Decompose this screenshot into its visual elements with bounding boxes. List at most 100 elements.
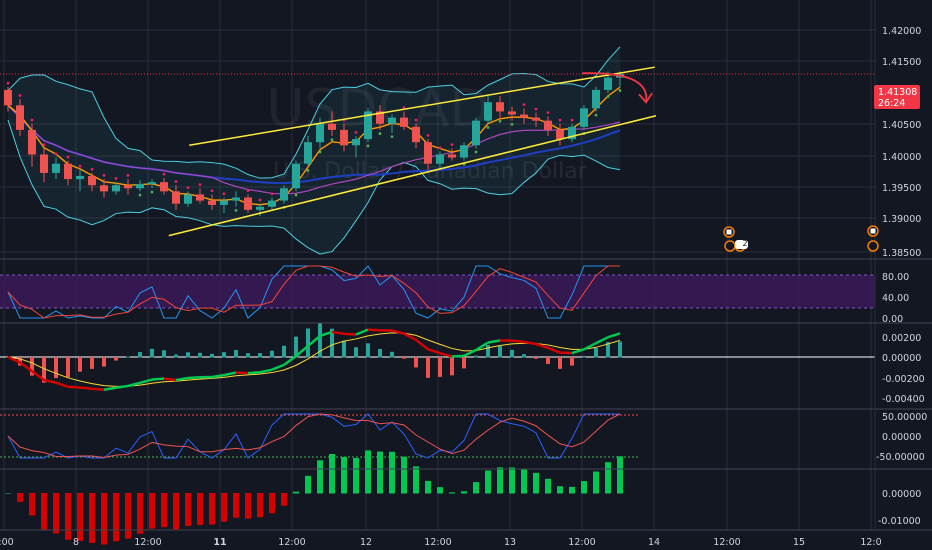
candle-body[interactable] <box>520 114 528 118</box>
candle-body[interactable] <box>364 111 372 140</box>
candle-body[interactable] <box>28 129 36 155</box>
candle-body[interactable] <box>4 89 12 106</box>
time-axis-label: 2:00 <box>0 537 14 548</box>
time-axis[interactable]: 2:00 8 12:00 11 12:00 12 12:00 13 12:00 … <box>0 537 882 548</box>
candle-body[interactable] <box>580 108 588 127</box>
event-marker-icon[interactable] <box>867 240 879 252</box>
macd-line-segment <box>103 386 117 391</box>
candle-body[interactable] <box>172 191 180 204</box>
candle-body[interactable] <box>52 163 60 173</box>
candle-body[interactable] <box>568 126 576 140</box>
momentum-histogram-bar <box>377 451 383 494</box>
candle-body[interactable] <box>556 129 564 140</box>
parabolic-sar-dot <box>102 173 106 177</box>
projection-arrow[interactable] <box>581 72 648 103</box>
candle-body[interactable] <box>544 120 552 130</box>
candle-body[interactable] <box>280 188 288 201</box>
momentum-histogram-bar <box>5 493 11 494</box>
candle-body[interactable] <box>64 163 72 180</box>
channel-upper-line[interactable] <box>189 66 655 146</box>
momentum-histogram-bar <box>557 486 563 494</box>
event-marker-icon[interactable] <box>724 240 736 252</box>
macd-histogram-bar <box>582 356 586 358</box>
candle-body[interactable] <box>184 194 192 204</box>
price-axis[interactable]: 1.42000 1.41500 1.40500 1.40000 1.39500 … <box>882 26 921 259</box>
macd-line-segment <box>175 376 189 382</box>
projection-arrow-head[interactable] <box>638 92 653 104</box>
bollinger-upper <box>7 46 621 179</box>
candle-body[interactable] <box>340 129 348 146</box>
candle-body[interactable] <box>436 154 444 164</box>
macd-histogram-bar <box>438 357 442 377</box>
candle-body[interactable] <box>148 182 156 184</box>
candle-body[interactable] <box>220 200 228 205</box>
macd-histogram-bar <box>450 357 454 376</box>
candle-body[interactable] <box>316 123 324 143</box>
macd-line-segment <box>535 342 549 350</box>
candle-body[interactable] <box>100 185 108 192</box>
candle-body[interactable] <box>400 117 408 127</box>
candle-body[interactable] <box>460 145 468 158</box>
macd-histogram-bar <box>54 357 58 379</box>
cci-axis-label: -50.00000 <box>876 452 925 463</box>
event-markers[interactable]: 2 <box>723 225 879 252</box>
candle-body[interactable] <box>376 111 384 124</box>
stochastic-axis-label: 0.00 <box>882 314 903 325</box>
macd-axis-label: 0.00000 <box>882 353 921 364</box>
candle-body[interactable] <box>532 117 540 121</box>
momentum-histogram-bar <box>425 480 431 494</box>
candle-body[interactable] <box>244 197 252 210</box>
macd-line-segment <box>319 330 333 338</box>
candle-body[interactable] <box>388 117 396 124</box>
macd-histogram-bar <box>90 357 94 369</box>
momentum-histogram-bar <box>149 493 155 529</box>
macd-histogram-bar <box>114 357 118 361</box>
candle-body[interactable] <box>160 182 168 192</box>
candle-body[interactable] <box>16 105 24 130</box>
parabolic-sar-dot <box>486 126 490 129</box>
candle-body[interactable] <box>268 200 276 207</box>
candle-body[interactable] <box>448 154 456 158</box>
candlestick-series[interactable] <box>4 71 624 216</box>
momentum-histogram-bar <box>329 453 335 494</box>
macd-line-segment <box>139 378 153 385</box>
candle-body[interactable] <box>112 185 120 192</box>
candle-body[interactable] <box>412 126 420 143</box>
macd-line-segment <box>283 355 297 366</box>
candle-body[interactable] <box>508 111 516 115</box>
macd-line-segment <box>247 370 261 375</box>
macd-histogram-bar <box>378 349 382 358</box>
candle-body[interactable] <box>328 123 336 130</box>
candle-body[interactable] <box>304 142 312 164</box>
candle-body[interactable] <box>124 185 132 189</box>
price-axis-label: 1.38500 <box>882 248 921 259</box>
macd-line-segment <box>307 334 321 347</box>
pane-separators[interactable] <box>0 0 932 531</box>
candle-body[interactable] <box>232 197 240 201</box>
candle-body[interactable] <box>136 183 144 189</box>
candle-body[interactable] <box>352 139 360 146</box>
candle-body[interactable] <box>604 77 612 90</box>
macd-histogram-bar <box>534 357 538 359</box>
candle-body[interactable] <box>40 154 48 173</box>
channel-lower-line[interactable] <box>168 115 657 237</box>
candle-body[interactable] <box>88 176 96 186</box>
candle-body[interactable] <box>496 102 504 112</box>
macd-line-segment <box>235 371 249 375</box>
candle-body[interactable] <box>484 102 492 121</box>
momentum-histogram-bar <box>593 471 599 494</box>
candle-body[interactable] <box>196 194 204 201</box>
candle-body[interactable] <box>208 200 216 205</box>
candle-body[interactable] <box>76 176 84 180</box>
bar-countdown: 26:24 <box>878 98 905 109</box>
parabolic-sar-dot <box>234 209 238 212</box>
candle-body[interactable] <box>424 142 432 164</box>
momentum-histogram-bar <box>413 466 419 494</box>
chart-drawings[interactable] <box>0 66 875 237</box>
candle-body[interactable] <box>292 163 300 189</box>
candle-body[interactable] <box>472 120 480 146</box>
candle-body[interactable] <box>256 206 264 210</box>
momentum-histogram-bar <box>437 487 443 494</box>
candle-body[interactable] <box>592 89 600 109</box>
